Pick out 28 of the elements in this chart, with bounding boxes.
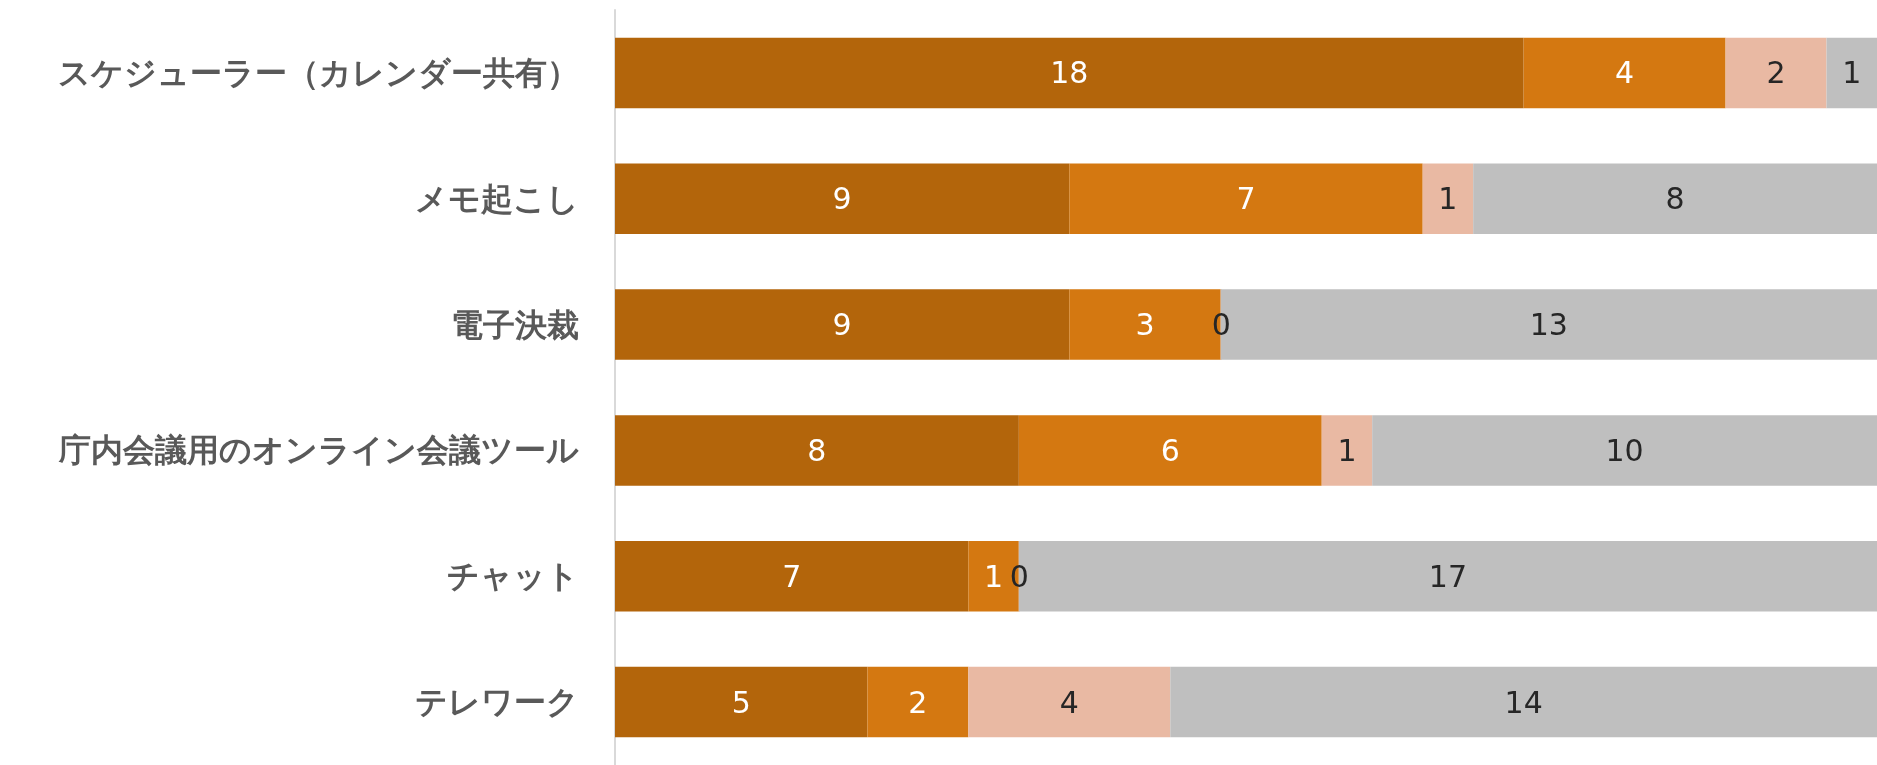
y-tick-label: 電子決裁 xyxy=(451,305,579,344)
data-label: 5 xyxy=(731,684,751,720)
y-tick-label: テレワーク xyxy=(415,683,579,722)
data-label: 9 xyxy=(832,307,852,343)
data-label: 2 xyxy=(908,684,928,720)
data-label: 17 xyxy=(1428,558,1468,594)
data-label: 10 xyxy=(1605,432,1644,468)
data-label: 18 xyxy=(1050,55,1089,91)
data-label: 13 xyxy=(1529,307,1568,343)
data-label: 8 xyxy=(807,432,827,468)
y-tick-label: メモ起こし xyxy=(415,179,579,218)
data-label: 7 xyxy=(782,558,802,594)
data-label: 4 xyxy=(1615,55,1635,91)
data-label: 6 xyxy=(1160,432,1180,468)
data-label: 1 xyxy=(1438,181,1458,217)
y-tick-label: スケジューラー（カレンダー共有） xyxy=(58,53,579,92)
data-label: 7 xyxy=(1236,181,1256,217)
data-label: 9 xyxy=(832,181,852,217)
data-label: 14 xyxy=(1504,684,1543,720)
data-label: 1 xyxy=(1337,432,1357,468)
data-label: 4 xyxy=(1059,684,1079,720)
y-tick-label: チャット xyxy=(447,557,579,596)
y-tick-label: 庁内会議用のオンライン会議ツール xyxy=(58,431,579,470)
data-label: 3 xyxy=(1135,307,1155,343)
data-label: 1 xyxy=(1842,55,1862,91)
data-label: 2 xyxy=(1766,55,1786,91)
data-label: 8 xyxy=(1665,181,1685,217)
data-label: 1 xyxy=(984,558,1004,594)
